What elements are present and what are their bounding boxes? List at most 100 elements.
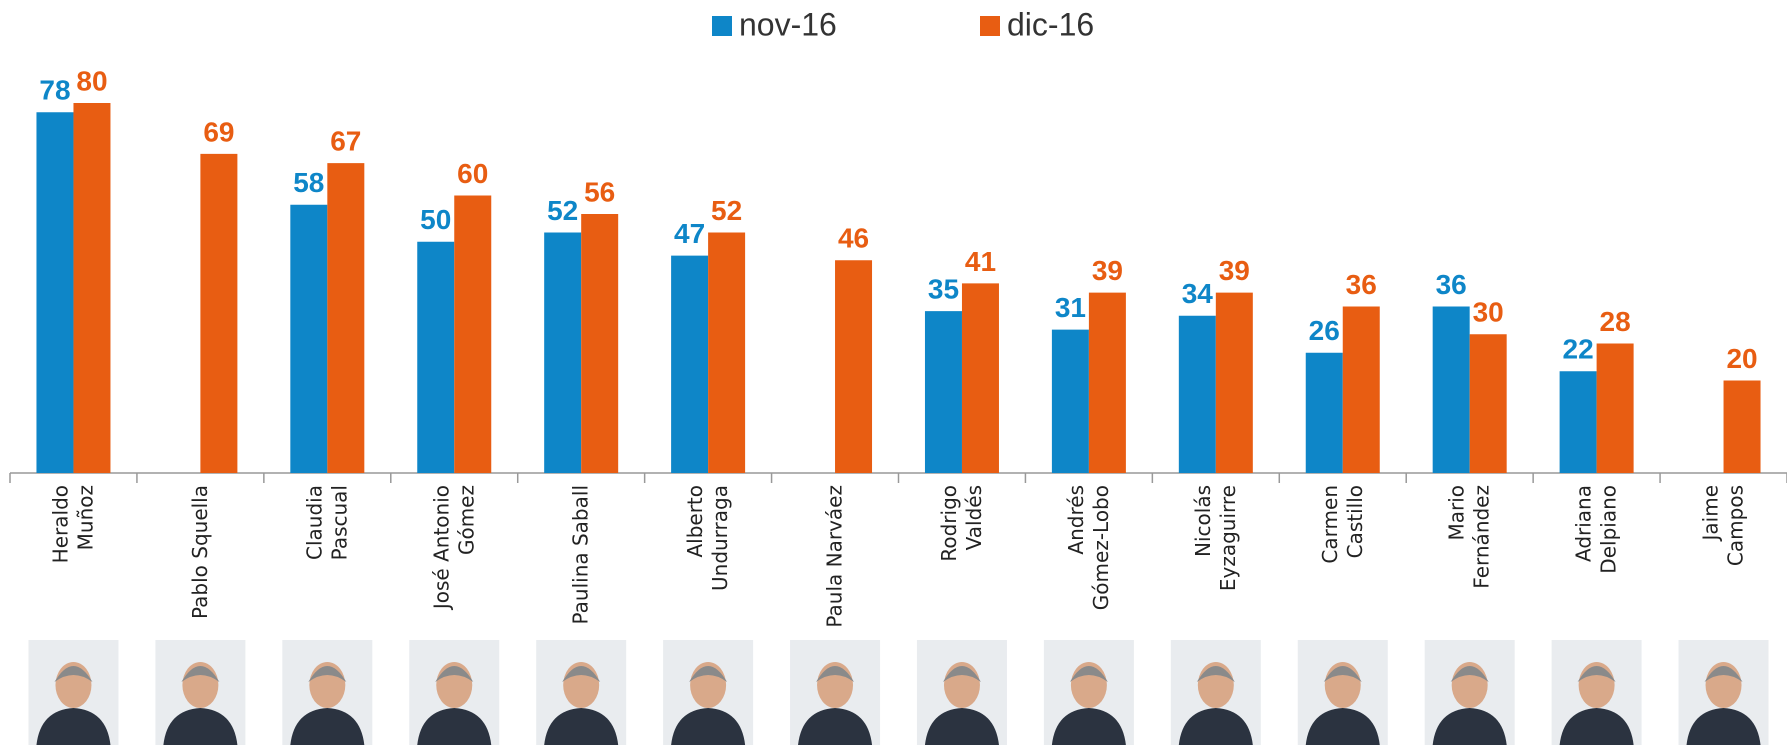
value-label: 60 — [457, 158, 488, 189]
portrait-hair — [181, 666, 220, 682]
x-tick-label: Mario Fernández — [1444, 485, 1494, 589]
bar — [708, 232, 746, 473]
portrait-body — [544, 708, 619, 745]
bar — [1342, 306, 1380, 473]
value-label: 52 — [711, 195, 742, 226]
portrait-body — [417, 708, 492, 745]
portrait-hair — [1450, 666, 1489, 682]
portrait-body — [1432, 708, 1507, 745]
bar — [1088, 292, 1126, 473]
portrait-body — [36, 708, 111, 745]
x-tick-label: Andrés Gómez-Lobo — [1063, 485, 1113, 611]
x-tick-label: Paulina Saball — [568, 485, 593, 625]
portrait-body — [1051, 708, 1126, 745]
value-label: 20 — [1726, 343, 1757, 374]
value-label: 46 — [838, 223, 869, 254]
x-tick-label: Rodrigo Valdés — [936, 485, 986, 562]
value-label: 47 — [674, 218, 705, 249]
portrait-hair — [816, 666, 855, 682]
value-label: 26 — [1309, 315, 1340, 346]
bar — [1559, 371, 1597, 473]
portrait — [663, 640, 754, 745]
value-label: 58 — [293, 167, 324, 198]
value-label: 56 — [584, 176, 615, 207]
portrait-hair — [942, 666, 981, 682]
portrait-body — [1559, 708, 1634, 745]
bar — [1178, 315, 1216, 473]
portrait — [282, 640, 373, 745]
portrait-hair — [1577, 666, 1616, 682]
x-tick-label: Heraldo Muñoz — [48, 485, 98, 564]
bar — [417, 241, 455, 473]
x-tick-label: Alberto Undurraga — [683, 485, 733, 591]
x-tick-label: Jaime Campos — [1698, 485, 1748, 567]
value-label: 28 — [1600, 306, 1631, 337]
bar — [1051, 329, 1089, 473]
bar — [961, 283, 999, 473]
bar — [1305, 352, 1343, 473]
bar — [1215, 292, 1253, 473]
value-label: 67 — [330, 126, 361, 157]
portrait-hair — [1069, 666, 1108, 682]
portrait — [1170, 640, 1261, 745]
bar — [1469, 334, 1507, 473]
portrait-body — [1305, 708, 1380, 745]
bar — [454, 195, 492, 473]
value-label: 69 — [203, 116, 234, 147]
portrait-body — [798, 708, 873, 745]
portrait-hair — [1196, 666, 1235, 682]
value-label: 34 — [1182, 278, 1214, 309]
bar — [1723, 380, 1761, 473]
value-label: 22 — [1563, 334, 1594, 365]
value-label: 39 — [1219, 255, 1250, 286]
portrait — [536, 640, 627, 745]
bar — [544, 232, 582, 473]
portrait-hair — [1323, 666, 1362, 682]
x-tick-label: Claudia Pascual — [302, 485, 352, 561]
bar — [327, 163, 365, 473]
bar — [290, 204, 328, 473]
x-tick-label: Nicolás Eyzaguirre — [1190, 485, 1240, 592]
portrait — [916, 640, 1007, 745]
value-label: 80 — [76, 65, 107, 96]
portrait — [1424, 640, 1515, 745]
value-label: 36 — [1436, 269, 1467, 300]
portrait-hair — [689, 666, 728, 682]
portrait — [1297, 640, 1388, 745]
legend-label: dic-16 — [1007, 6, 1094, 42]
portrait — [790, 640, 881, 745]
x-tick-label: Pablo Squella — [187, 485, 212, 620]
portrait-hair — [435, 666, 474, 682]
bar — [924, 311, 962, 473]
portrait-body — [924, 708, 999, 745]
legend-label: nov-16 — [739, 6, 837, 42]
portrait-hair — [562, 666, 601, 682]
portrait — [155, 640, 246, 745]
x-tick-label: José Antonio Gómez — [429, 485, 479, 610]
portrait-body — [290, 708, 365, 745]
bar — [835, 260, 873, 473]
portrait-body — [1686, 708, 1761, 745]
legend-swatch — [980, 16, 1000, 36]
portrait-body — [163, 708, 238, 745]
bar — [671, 255, 709, 473]
value-label: 30 — [1473, 297, 1504, 328]
bar — [1596, 343, 1634, 473]
portrait — [1551, 640, 1642, 745]
value-label: 78 — [39, 75, 70, 106]
value-label: 41 — [965, 246, 996, 277]
x-tick-label: Adriana Delpiano — [1571, 485, 1621, 574]
bar — [200, 153, 238, 473]
value-label: 36 — [1346, 269, 1377, 300]
portrait — [1043, 640, 1134, 745]
portrait-hair — [54, 666, 93, 682]
bar — [73, 103, 111, 473]
portrait-hair — [308, 666, 347, 682]
portrait-body — [1178, 708, 1253, 745]
x-tick-label: Paula Narváez — [822, 485, 847, 628]
bar — [581, 214, 619, 473]
value-label: 50 — [420, 204, 451, 235]
value-label: 39 — [1092, 255, 1123, 286]
